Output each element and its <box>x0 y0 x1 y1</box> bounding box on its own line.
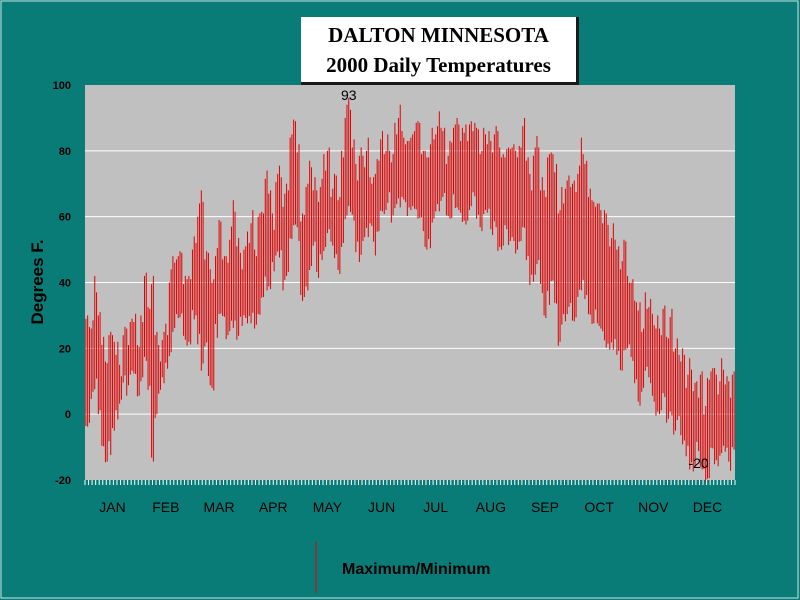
month-label: NOV <box>638 499 669 515</box>
y-tick-label: 40 <box>59 278 71 290</box>
y-tick-label: 80 <box>59 146 71 158</box>
y-axis-label: Degrees F. <box>28 239 47 324</box>
month-label: AUG <box>476 499 506 515</box>
annotation-label: -20 <box>688 455 708 471</box>
y-tick-label: 100 <box>53 80 71 92</box>
month-label: JAN <box>99 499 125 515</box>
month-label: OCT <box>584 499 614 515</box>
annotations: 93 -20 <box>341 87 709 471</box>
y-axis-tick-labels: -20 0 20 40 60 80 100 <box>53 80 71 487</box>
month-label: DEC <box>693 499 723 515</box>
gridlines <box>85 150 735 415</box>
month-label: FEB <box>152 499 179 515</box>
chart-title: DALTON MINNESOTA <box>328 23 549 47</box>
month-label: JUN <box>368 499 395 515</box>
legend-label: Maximum/Minimum <box>342 561 490 578</box>
month-label: SEP <box>531 499 559 515</box>
x-axis-minor-ticks <box>84 480 736 485</box>
y-tick-label: 20 <box>59 343 71 355</box>
y-tick-label: -20 <box>55 475 71 487</box>
month-label: MAY <box>313 499 343 515</box>
chart-subtitle: 2000 Daily Temperatures <box>326 53 551 77</box>
month-label: MAR <box>204 499 235 515</box>
month-label: JUL <box>423 499 448 515</box>
y-tick-label: 0 <box>65 409 71 421</box>
chart-title-box: DALTON MINNESOTA 2000 Daily Temperatures <box>301 17 579 85</box>
y-tick-label: 60 <box>59 212 71 224</box>
x-axis-month-labels: JAN FEB MAR APR MAY JUN JUL AUG SEP OCT NOV DEC <box>99 499 722 515</box>
month-label: APR <box>259 499 288 515</box>
annotation-label: 93 <box>341 87 357 103</box>
daily-temperature-bars <box>85 98 735 483</box>
